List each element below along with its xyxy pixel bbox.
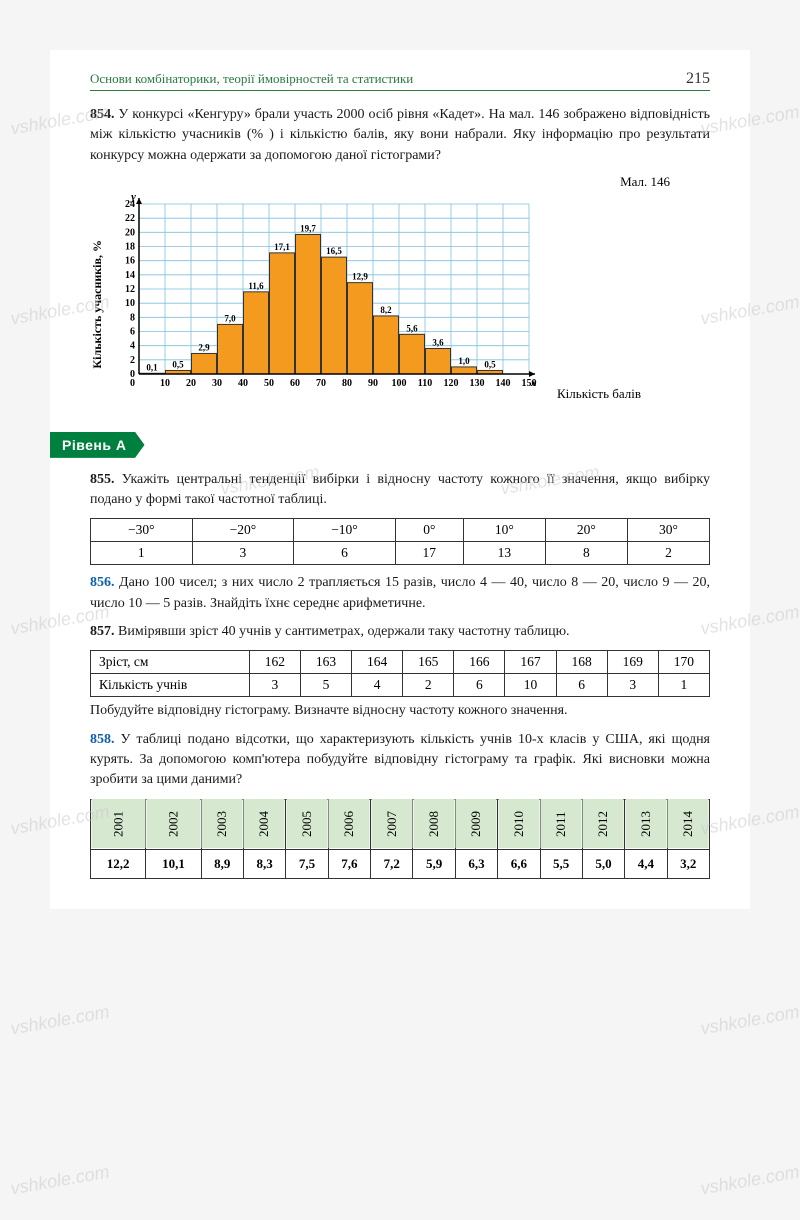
table-857: Зріст, см162163164165166167168169170Кіль… — [90, 650, 710, 697]
svg-text:60: 60 — [290, 378, 300, 389]
svg-text:2,9: 2,9 — [198, 342, 210, 352]
svg-text:x: x — [530, 377, 537, 389]
problem-text: Вимірявши зріст 40 учнів у сантиметрах, … — [118, 624, 570, 639]
svg-text:70: 70 — [316, 378, 326, 389]
svg-text:2: 2 — [130, 355, 135, 366]
svg-text:90: 90 — [368, 378, 378, 389]
svg-text:16,5: 16,5 — [326, 246, 342, 256]
problem-text: Дано 100 чисел; з них число 2 трапляєтьс… — [90, 575, 710, 610]
svg-text:4: 4 — [130, 341, 135, 352]
svg-text:18: 18 — [125, 241, 135, 252]
svg-text:0,1: 0,1 — [146, 362, 158, 372]
problem-text: Укажіть центральні тенденції вибірки і в… — [90, 472, 710, 507]
chart-ylabel: Кількість учасників, % — [90, 240, 105, 369]
svg-text:y: y — [129, 194, 136, 203]
svg-text:3,6: 3,6 — [432, 337, 444, 347]
table-855: −30°−20°−10°0°10°20°30°136171382 — [90, 518, 710, 565]
problem-number: 855. — [90, 472, 115, 487]
chapter-title: Основи комбінаторики, теорії ймовірносте… — [90, 71, 413, 87]
problem-text: У конкурсі «Кенгуру» брали участь 2000 о… — [90, 107, 710, 163]
svg-text:130: 130 — [470, 378, 485, 389]
svg-text:6: 6 — [130, 326, 135, 337]
svg-text:7,0: 7,0 — [224, 313, 236, 323]
problem-856: 856. Дано 100 чисел; з них число 2 трапл… — [90, 573, 710, 614]
problem-857-text2: Побудуйте відповідну гістограму. Визначт… — [90, 701, 710, 721]
problem-855: 855. Укажіть центральні тенденції вибірк… — [90, 470, 710, 511]
problem-number: 854. — [90, 107, 115, 122]
svg-text:10: 10 — [160, 378, 170, 389]
svg-text:80: 80 — [342, 378, 352, 389]
svg-text:17,1: 17,1 — [274, 242, 290, 252]
svg-text:22: 22 — [125, 213, 135, 224]
svg-text:100: 100 — [392, 378, 407, 389]
svg-text:12,9: 12,9 — [352, 272, 368, 282]
svg-text:16: 16 — [125, 256, 135, 267]
svg-text:140: 140 — [496, 378, 511, 389]
svg-text:8: 8 — [130, 312, 135, 323]
problem-number: 856. — [90, 575, 115, 590]
svg-text:50: 50 — [264, 378, 274, 389]
figure-label: Мал. 146 — [90, 174, 670, 190]
svg-text:5,6: 5,6 — [406, 323, 418, 333]
problem-857: 857. Вимірявши зріст 40 учнів у сантимет… — [90, 622, 710, 642]
page-number: 215 — [686, 70, 710, 88]
textbook-page: Основи комбінаторики, теорії ймовірносте… — [50, 50, 750, 909]
problem-number: 858. — [90, 732, 115, 747]
problem-number: 857. — [90, 624, 115, 639]
svg-text:11,6: 11,6 — [248, 281, 264, 291]
svg-text:0: 0 — [130, 378, 135, 389]
svg-text:120: 120 — [444, 378, 459, 389]
svg-text:8,2: 8,2 — [380, 305, 392, 315]
svg-text:20: 20 — [186, 378, 196, 389]
page-header: Основи комбінаторики, теорії ймовірносте… — [90, 70, 710, 91]
level-a-tag: Рівень А — [50, 432, 145, 458]
svg-text:40: 40 — [238, 378, 248, 389]
svg-text:30: 30 — [212, 378, 222, 389]
svg-text:0,5: 0,5 — [172, 359, 184, 369]
svg-text:19,7: 19,7 — [300, 223, 316, 233]
problem-854: 854. У конкурсі «Кенгуру» брали участь 2… — [90, 105, 710, 166]
chart-xlabel: Кількість балів — [557, 386, 641, 402]
problem-858: 858. У таблиці подано відсотки, що харак… — [90, 730, 710, 791]
svg-text:10: 10 — [125, 298, 135, 309]
svg-text:14: 14 — [125, 270, 135, 281]
problem-text: У таблиці подано відсотки, що характериз… — [90, 732, 710, 788]
histogram-svg: 0246810121416182022241020304050607080901… — [109, 194, 549, 414]
svg-text:12: 12 — [125, 284, 135, 295]
svg-text:0,5: 0,5 — [484, 359, 496, 369]
svg-text:1,0: 1,0 — [458, 356, 470, 366]
svg-text:20: 20 — [125, 227, 135, 238]
svg-text:110: 110 — [418, 378, 432, 389]
table-858: 2001200220032004200520062007200820092010… — [90, 799, 710, 879]
histogram-146: Кількість учасників, % 0 2 4 6 8 10 12 14 16 18 20… — [90, 194, 710, 414]
